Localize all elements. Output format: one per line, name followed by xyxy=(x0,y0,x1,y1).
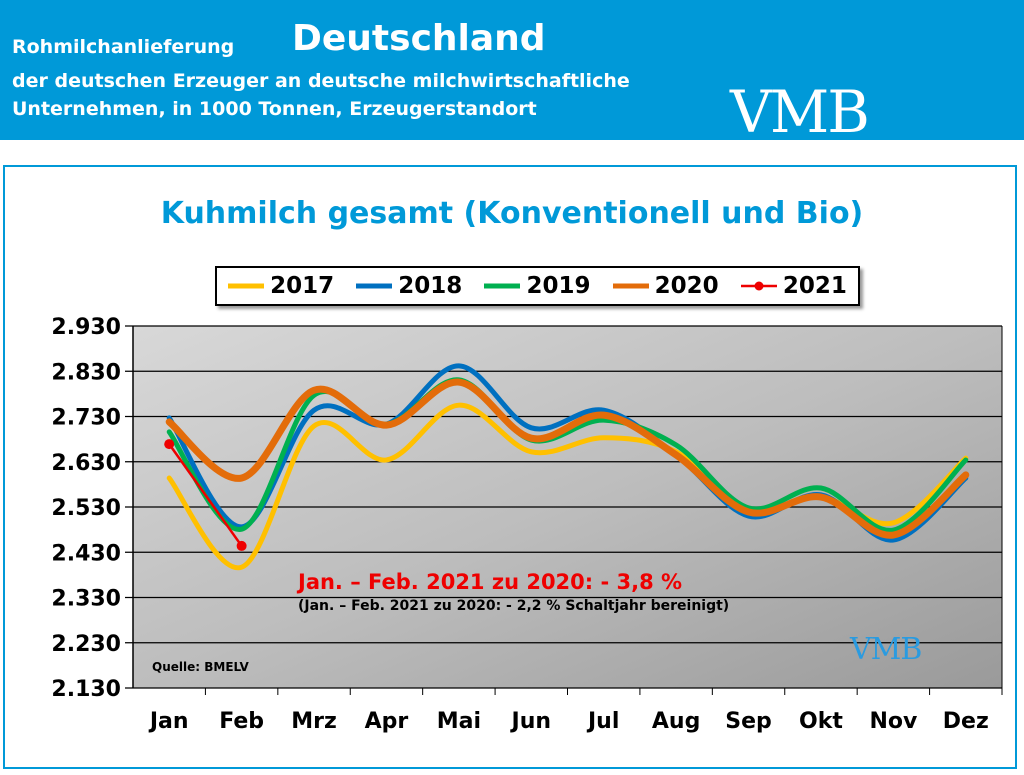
chart-title: Kuhmilch gesamt (Konventionell und Bio) xyxy=(160,196,864,231)
legend-item-2020: 2020 xyxy=(612,273,719,299)
legend-swatch xyxy=(228,283,265,289)
x-tick-label: Aug xyxy=(652,709,700,734)
y-tick-label: 2.430 xyxy=(51,541,121,566)
header-banner: Rohmilchanlieferung Deutschland der deut… xyxy=(0,0,1024,146)
legend-item-2019: 2019 xyxy=(484,273,590,299)
source-label: Quelle: BMELV xyxy=(152,660,249,674)
legend-label: 2018 xyxy=(398,273,463,299)
vmb-watermark: VMB xyxy=(850,632,922,667)
x-tick-label: Feb xyxy=(219,709,264,734)
y-tick-label: 2.230 xyxy=(51,632,121,657)
x-tick-label: Dez xyxy=(943,709,989,734)
x-tick-label: Apr xyxy=(365,709,409,734)
header-line1-small: Rohmilchanlieferung xyxy=(12,36,235,58)
x-tick-label: Sep xyxy=(725,709,772,734)
x-tick-label: Mrz xyxy=(291,709,337,734)
legend-swatch xyxy=(484,283,521,289)
header-line2: der deutschen Erzeuger an deutsche milch… xyxy=(12,70,630,92)
legend-item-2021: 2021 xyxy=(740,273,847,299)
legend-item-2017: 2017 xyxy=(228,273,334,299)
chart-frame xyxy=(3,165,1017,769)
x-tick-label: Nov xyxy=(869,709,918,734)
y-tick-label: 2.930 xyxy=(51,315,121,340)
data-point-2021 xyxy=(236,540,247,551)
header-line3: Unternehmen, in 1000 Tonnen, Erzeugersta… xyxy=(12,98,537,120)
header-country: Deutschland xyxy=(292,18,546,59)
legend-label: 2019 xyxy=(526,273,591,299)
y-tick-label: 2.530 xyxy=(51,496,121,521)
vmb-logo: VMB xyxy=(730,78,870,146)
annotation-leapyear: (Jan. – Feb. 2021 zu 2020: - 2,2 % Schal… xyxy=(298,598,730,614)
series-line-2021 xyxy=(168,443,243,547)
x-tick-label: Jan xyxy=(148,709,189,734)
x-tick-label: Okt xyxy=(799,709,843,734)
legend: 2017 2018 2019 2020 2021 xyxy=(215,266,860,306)
legend-item-2018: 2018 xyxy=(356,273,462,299)
series-line-2020 xyxy=(165,378,970,539)
legend-label: 2021 xyxy=(782,273,847,299)
legend-swatch xyxy=(356,283,393,289)
x-tick-label: Jun xyxy=(510,709,552,734)
legend-label: 2020 xyxy=(654,273,719,299)
y-tick-label: 2.630 xyxy=(51,451,121,476)
data-point-2021 xyxy=(164,439,175,450)
x-tick-label: Jul xyxy=(586,709,619,734)
x-tick-label: Mai xyxy=(437,709,481,734)
legend-swatch xyxy=(612,283,649,289)
y-tick-label: 2.330 xyxy=(51,587,121,612)
legend-label: 2017 xyxy=(270,273,335,299)
y-tick-label: 2.830 xyxy=(51,360,121,385)
y-tick-label: 2.730 xyxy=(51,406,121,431)
annotation-change: Jan. – Feb. 2021 zu 2020: - 3,8 % xyxy=(298,570,683,594)
y-tick-label: 2.130 xyxy=(51,677,121,702)
legend-swatch xyxy=(740,281,777,291)
